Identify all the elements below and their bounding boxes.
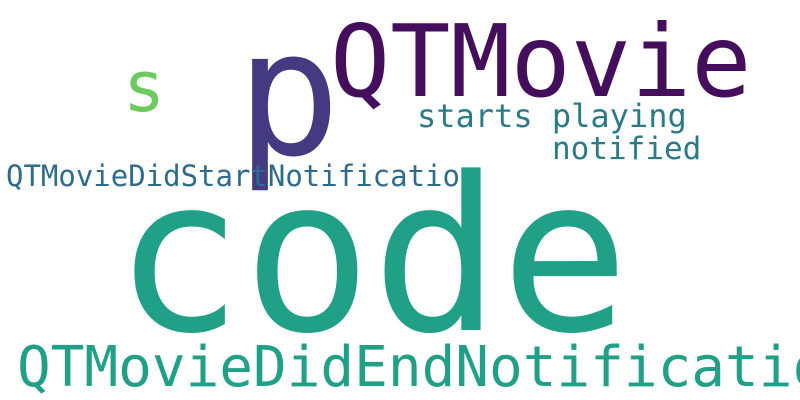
word-starts-playing: starts playing: [417, 97, 687, 135]
word-qtmovie: QTMovie: [330, 3, 752, 120]
word-p: p: [236, 0, 341, 196]
word-code: code: [114, 132, 630, 381]
word-s: s: [123, 46, 166, 128]
word-qtmoviedidstartnotification: QTMovieDidStartNotification: [6, 159, 478, 193]
word-notified: notified: [552, 131, 702, 167]
word-qtmoviedidendnotification: QTMovieDidEndNotification: [17, 335, 800, 400]
